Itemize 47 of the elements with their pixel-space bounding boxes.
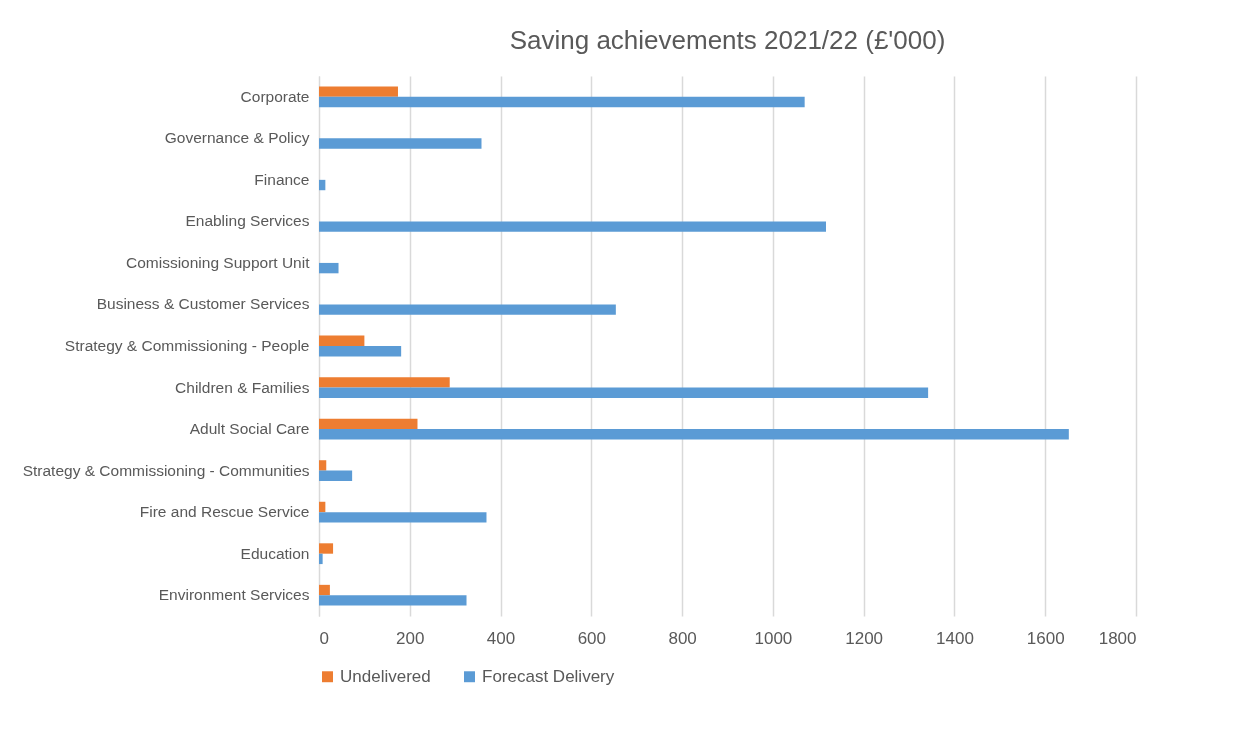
bar: [319, 470, 353, 481]
y-tick-label: Corporate: [240, 87, 310, 105]
x-tick-label: 0: [319, 628, 329, 648]
x-tick-label: 1200: [845, 628, 884, 648]
y-tick-label: Adult Social Care: [189, 420, 310, 438]
y-tick-label: Governance & Policy: [164, 129, 310, 147]
chart-title: Saving achievements 2021/22 (£'000): [509, 25, 946, 55]
bar: [319, 595, 467, 606]
y-tick-label: Strategy & Commissioning - Communities: [22, 461, 310, 479]
bar: [319, 96, 805, 108]
x-tick-label: 400: [486, 628, 516, 648]
bar: [319, 179, 326, 191]
bar: [319, 262, 339, 274]
bar: [319, 346, 402, 357]
x-tick-label: 1000: [754, 628, 793, 648]
x-tick-label: 600: [577, 628, 607, 648]
bar: [319, 86, 398, 97]
bar: [319, 584, 330, 596]
y-tick-label: Comissioning Support Unit: [125, 253, 311, 271]
x-tick-label: 1600: [1026, 628, 1065, 648]
y-tick-label: Fire and Rescue Service: [139, 503, 310, 521]
x-tick-label: 200: [396, 628, 425, 648]
bar: [319, 138, 482, 149]
y-tick-label: Enabling Services: [185, 212, 310, 230]
legend-label: Forecast Delivery: [482, 666, 615, 686]
bar: [319, 304, 616, 315]
bar: [319, 418, 418, 430]
x-tick-label: 1400: [936, 628, 974, 648]
y-tick-label: Finance: [254, 170, 310, 188]
bar: [319, 377, 450, 388]
y-tick-label: Environment Services: [158, 586, 310, 604]
bar: [319, 512, 487, 523]
bar: [319, 553, 323, 565]
bar: [319, 543, 334, 554]
bar: [319, 335, 365, 346]
y-tick-label: Education: [240, 544, 310, 562]
bar: [319, 460, 327, 471]
bar: [319, 221, 826, 232]
y-tick-label: Strategy & Commissioning - People: [64, 337, 310, 354]
y-tick-label: Business & Customer Services: [96, 295, 310, 313]
bar: [319, 501, 326, 513]
bar: [319, 387, 929, 398]
x-tick-label: 800: [668, 628, 697, 648]
legend-label: Undelivered: [340, 666, 431, 686]
x-tick-label: 1800: [1098, 628, 1137, 648]
y-tick-label: Children & Families: [175, 378, 310, 396]
bar: [319, 429, 1069, 440]
